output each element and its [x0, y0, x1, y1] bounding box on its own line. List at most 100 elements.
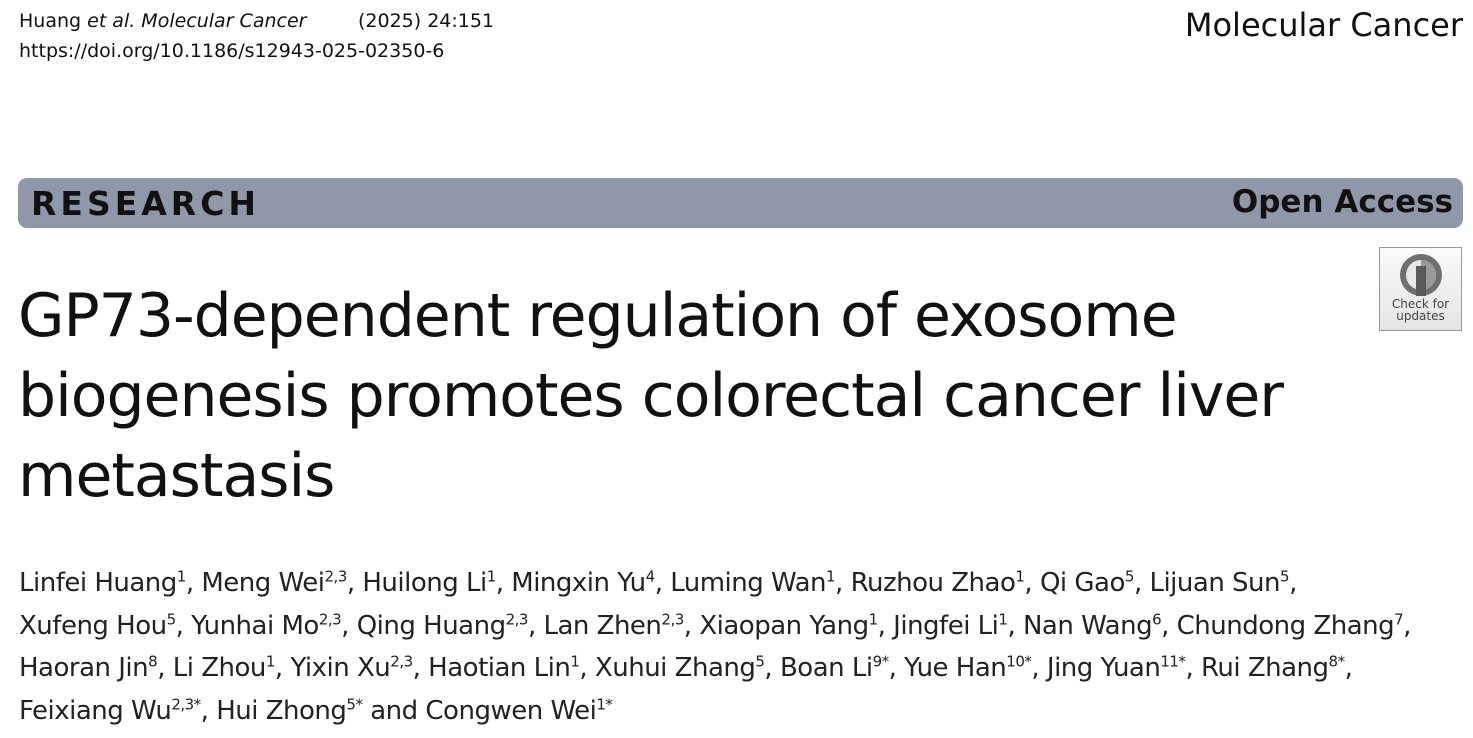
author: Jingfei Li1 [893, 609, 1008, 641]
separator: , [683, 610, 700, 641]
affiliation-marker: 1* [596, 694, 613, 713]
access-label: Open Access [1231, 184, 1453, 220]
affiliation-marker: 8* [1328, 652, 1346, 671]
author-list: Linfei Huang1, Meng Wei2,3, Huilong Li1,… [19, 562, 1411, 732]
affiliation-marker: 2,3 [661, 609, 684, 628]
author-name: Huilong Li [362, 568, 487, 598]
separator: , [274, 653, 291, 683]
author: Linfei Huang1 [19, 568, 186, 598]
affiliation-marker: 11* [1160, 652, 1186, 671]
author: Li Zhou1 [172, 652, 276, 683]
separator: , [1007, 610, 1023, 641]
separator: , [888, 653, 905, 683]
affiliation-marker: 5* [346, 694, 363, 713]
author: Yixin Xu2,3 [290, 653, 413, 683]
author-name: Yunhai Mo [191, 610, 319, 641]
separator: , [495, 568, 512, 598]
author-name: Rui Zhang [1200, 653, 1329, 683]
title-line: biogenesis promotes colorectal cancer li… [18, 361, 1284, 431]
author-name: Xufeng Hou [19, 610, 167, 641]
affiliation-marker: 5 [755, 652, 765, 671]
affiliation-marker: 1 [486, 567, 497, 586]
author: Qi Gao5 [1039, 567, 1135, 598]
separator: , [877, 610, 894, 641]
author-name: Qi Gao [1039, 568, 1125, 598]
author-name: Jingfei Li [893, 610, 999, 641]
separator: , [835, 568, 851, 598]
author-name: Chundong Zhang [1176, 610, 1395, 641]
author: Nan Wang6 [1023, 609, 1162, 641]
author: Lijuan Sun5 [1149, 568, 1289, 598]
affiliation-marker: 2,3 [318, 609, 342, 628]
separator: , [579, 653, 595, 683]
author: Huilong Li1 [362, 567, 497, 598]
affiliation-marker: 4 [645, 567, 656, 586]
title-line: metastasis [18, 441, 335, 511]
affiliation-marker: 10* [1006, 652, 1032, 671]
author: Lan Zhen2,3 [543, 609, 684, 641]
author-name: Feixiang Wu [19, 695, 172, 726]
journal-name: Molecular Cancer [1184, 6, 1463, 44]
separator: , [1289, 568, 1297, 598]
author: Haotian Lin1 [428, 652, 580, 683]
author: Qing Huang2,3 [356, 609, 529, 641]
separator: , [157, 653, 173, 683]
separator: , [1403, 610, 1411, 641]
author: Congwen Wei1* [425, 694, 613, 726]
author-name: Haotian Lin [428, 653, 571, 683]
author: Mingxin Yu4 [511, 567, 656, 598]
author-name: Yue Han [904, 653, 1007, 683]
separator: , [200, 695, 217, 726]
author-name: Luming Wan [670, 568, 826, 598]
author-line: Feixiang Wu2,3*, Hui Zhong5* and Congwen… [19, 690, 1411, 733]
affiliation-marker: 6 [1152, 609, 1162, 628]
author: Xiaopan Yang1 [699, 609, 879, 641]
affiliation-marker: 8 [148, 652, 158, 671]
affiliation-marker: 2,3 [505, 609, 529, 628]
running-head: Huang et al. Molecular Cancer [19, 10, 306, 32]
author-name: Li Zhou [172, 653, 267, 683]
affiliation-marker: 9* [872, 652, 890, 671]
affiliation-marker: 1 [570, 652, 580, 671]
running-journal: et al. Molecular Cancer [87, 10, 307, 32]
separator: , [764, 653, 780, 683]
badge-icon [1399, 254, 1442, 296]
author: Rui Zhang8* [1201, 653, 1345, 683]
author-name: Haoran Jin [19, 653, 149, 683]
affiliation-marker: 1 [868, 609, 879, 628]
author-name: Xuhui Zhang [594, 653, 756, 683]
author-name: Qing Huang [356, 610, 506, 641]
affiliation-marker: 5 [1280, 567, 1290, 586]
author-name: Boan Li [779, 653, 873, 683]
author-line: Xufeng Hou5, Yunhai Mo2,3, Qing Huang2,3… [19, 605, 1411, 648]
author-name: Mingxin Yu [511, 568, 646, 598]
author-name: Congwen Wei [425, 695, 597, 726]
badge-text: Check for updates [1380, 298, 1461, 322]
author: Xuhui Zhang5 [595, 653, 765, 683]
affiliation-marker: 1 [998, 609, 1008, 628]
title-line: GP73-dependent regulation of exosome [18, 281, 1178, 351]
separator: , [1031, 653, 1047, 683]
author: Boan Li9* [780, 653, 889, 683]
check-updates-badge[interactable]: Check for updates [1379, 247, 1462, 331]
author-line: Linfei Huang1, Meng Wei2,3, Huilong Li1,… [19, 562, 1411, 605]
author: Chundong Zhang7 [1177, 611, 1404, 641]
separator: , [346, 568, 363, 598]
separator: , [1344, 653, 1353, 683]
author: Jing Yuan11* [1047, 653, 1186, 683]
affiliation-marker: 2,3* [171, 694, 201, 713]
separator: , [412, 653, 429, 683]
affiliation-marker: 2,3 [324, 567, 347, 586]
affiliation-marker: 1 [265, 652, 276, 671]
author-name: Jing Yuan [1046, 653, 1161, 683]
author-name: Linfei Huang [19, 568, 177, 598]
doi-link[interactable]: https://doi.org/10.1186/s12943-025-02350… [19, 40, 445, 62]
affiliation-marker: 7 [1394, 609, 1404, 628]
author: Yunhai Mo2,3 [191, 611, 341, 641]
author: Hui Zhong5* [216, 694, 363, 726]
article-type: RESEARCH [31, 184, 261, 223]
badge-line: updates [1396, 309, 1445, 323]
affiliation-marker: 5 [1124, 567, 1135, 586]
